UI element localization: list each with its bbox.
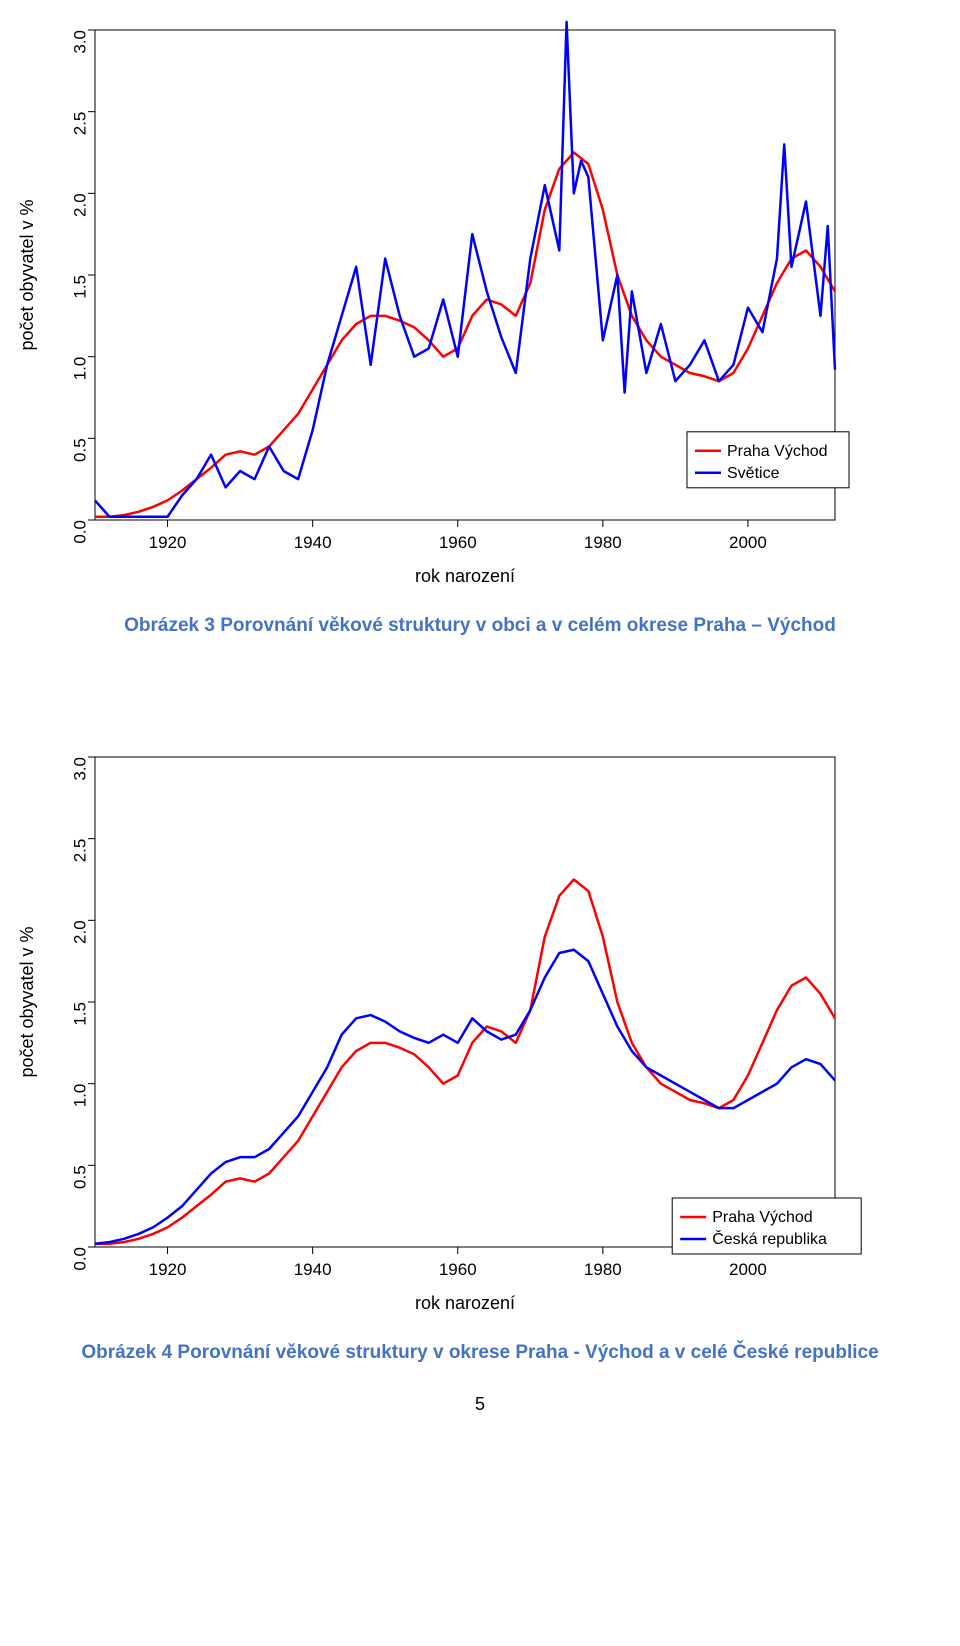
svg-text:rok narození: rok narození [415, 1293, 515, 1313]
svg-text:1940: 1940 [294, 533, 332, 552]
svg-text:2.0: 2.0 [70, 920, 89, 944]
caption-1: Obrázek 3 Porovnání věkové struktury v o… [0, 615, 960, 637]
svg-text:1.0: 1.0 [70, 1084, 89, 1108]
svg-text:0.5: 0.5 [70, 1165, 89, 1189]
svg-text:1960: 1960 [439, 1260, 477, 1279]
page-number: 5 [0, 1394, 960, 1415]
svg-text:2.5: 2.5 [70, 839, 89, 863]
svg-text:počet obyvatel v %: počet obyvatel v % [17, 926, 37, 1077]
svg-text:1920: 1920 [149, 1260, 187, 1279]
svg-text:0.5: 0.5 [70, 438, 89, 462]
svg-text:1.5: 1.5 [70, 275, 89, 299]
svg-text:1960: 1960 [439, 533, 477, 552]
svg-text:rok narození: rok narození [415, 566, 515, 586]
svg-text:2000: 2000 [729, 1260, 767, 1279]
svg-text:1920: 1920 [149, 533, 187, 552]
svg-text:počet obyvatel v %: počet obyvatel v % [17, 199, 37, 350]
caption-2: Obrázek 4 Porovnání věkové struktury v o… [0, 1342, 960, 1364]
caption-2-text: Obrázek 4 Porovnání věkové struktury v o… [81, 1342, 878, 1363]
svg-text:3.0: 3.0 [70, 757, 89, 781]
svg-text:0.0: 0.0 [70, 520, 89, 544]
svg-text:1.0: 1.0 [70, 357, 89, 381]
svg-text:1980: 1980 [584, 533, 622, 552]
svg-text:2.5: 2.5 [70, 112, 89, 136]
caption-1-text: Obrázek 3 Porovnání věkové struktury v o… [124, 615, 836, 636]
svg-text:2.0: 2.0 [70, 193, 89, 217]
svg-text:2000: 2000 [729, 533, 767, 552]
svg-text:Praha Východ: Praha Východ [712, 1209, 813, 1226]
svg-text:3.0: 3.0 [70, 30, 89, 54]
svg-text:Praha Východ: Praha Východ [727, 443, 828, 460]
chart-2: 1920 1940 1960 1980 2000 0.0 0.5 1.0 1.5 2.0 2.5 3.… [0, 737, 960, 1327]
svg-text:1.5: 1.5 [70, 1002, 89, 1026]
svg-text:1980: 1980 [584, 1260, 622, 1279]
svg-text:0.0: 0.0 [70, 1247, 89, 1271]
chart-1: 1920 1940 1960 1980 2000 0.0 0.5 1.0 1.5 2.0 2.5 3.… [0, 10, 960, 600]
svg-text:1940: 1940 [294, 1260, 332, 1279]
svg-text:Česká republika: Česká republika [712, 1229, 827, 1248]
svg-text:Světice: Světice [727, 465, 780, 482]
